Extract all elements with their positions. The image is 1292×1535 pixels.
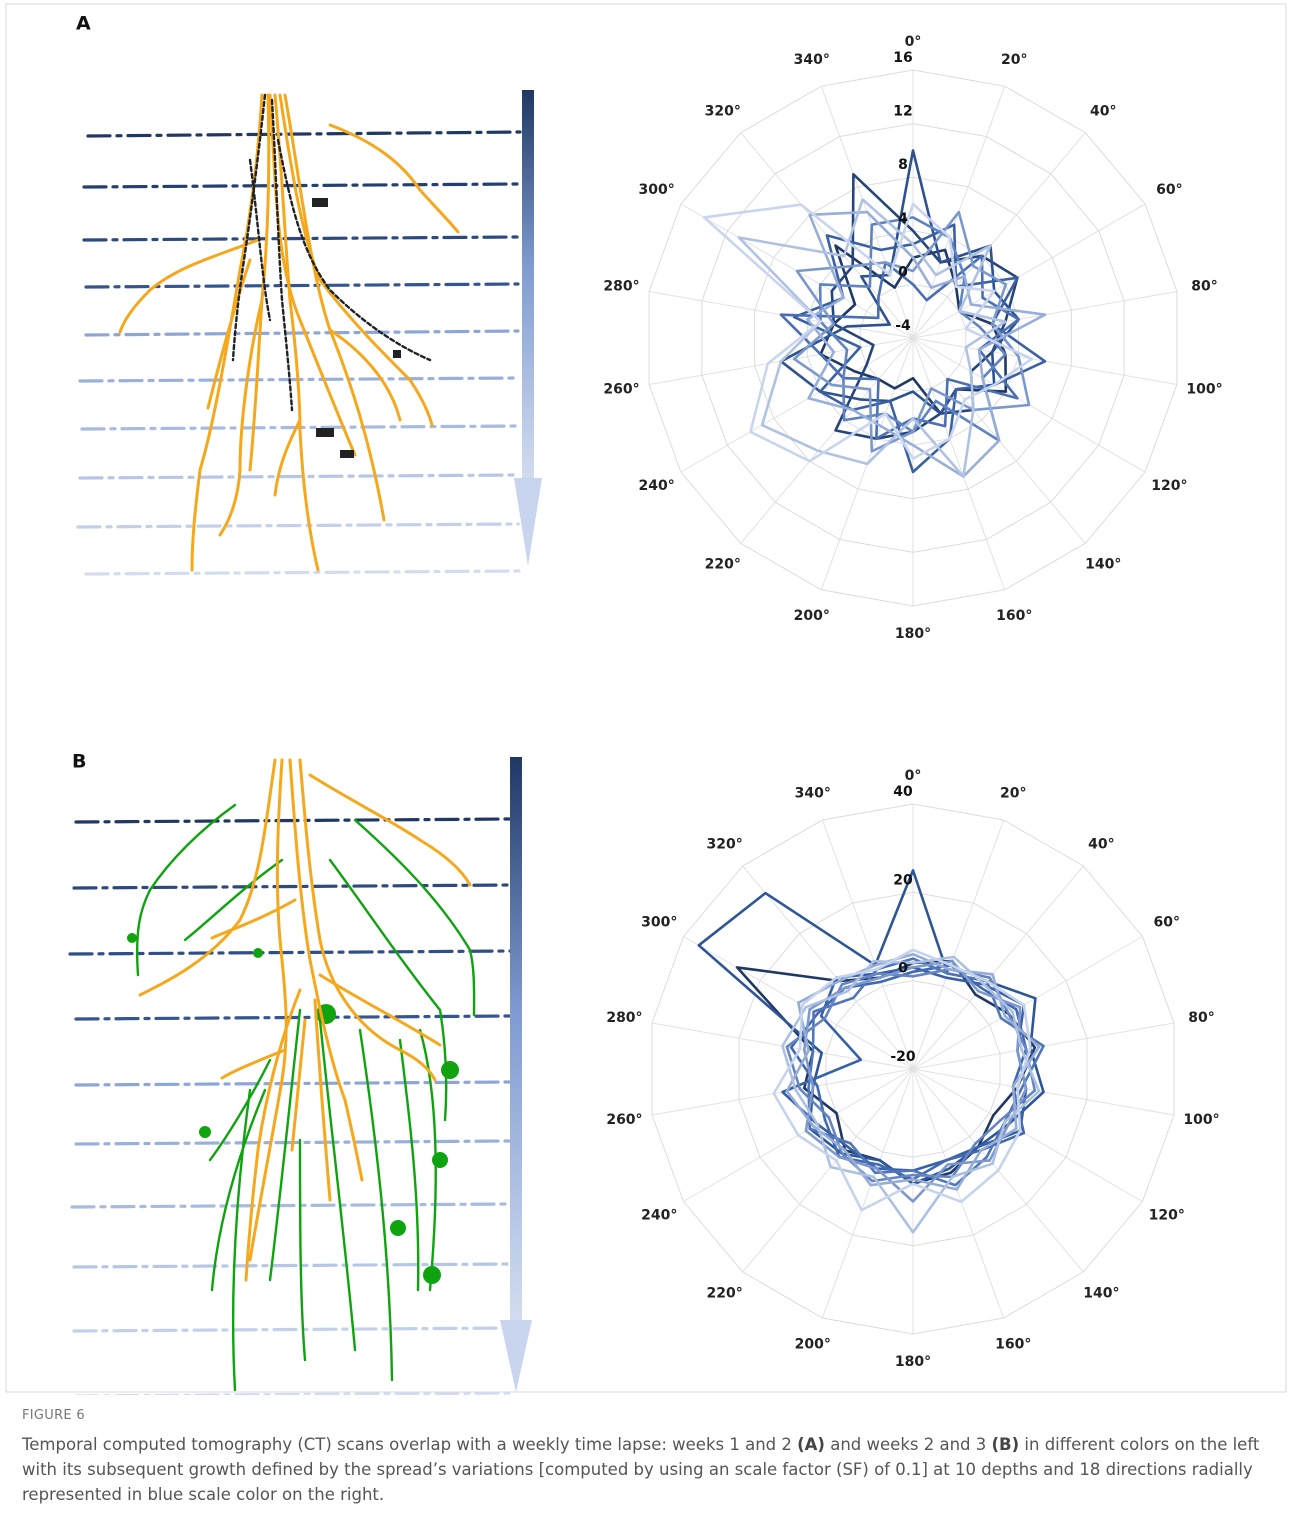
angle-label: 220° bbox=[705, 557, 741, 573]
spoke bbox=[912, 132, 1086, 339]
angle-label: 60° bbox=[1156, 182, 1182, 198]
spoke bbox=[821, 819, 914, 1070]
figure: A B bbox=[5, 3, 1287, 1395]
root-scan-a bbox=[76, 90, 542, 576]
spoke bbox=[742, 865, 914, 1070]
figure-frame bbox=[5, 3, 1287, 1393]
grid-ring bbox=[738, 891, 1088, 1247]
figure-number: FIGURE 6 bbox=[22, 1408, 85, 1423]
radar-charts: -404812160°20°40°60°80°100°120°140°160°1… bbox=[603, 34, 1222, 1370]
spoke bbox=[912, 819, 1005, 1070]
angle-label: 120° bbox=[1149, 1208, 1185, 1224]
angle-label: 140° bbox=[1085, 557, 1121, 573]
angle-label: 320° bbox=[707, 837, 743, 853]
angle-label: 120° bbox=[1151, 478, 1187, 494]
angle-label: 100° bbox=[1183, 1112, 1219, 1128]
root-scan-b bbox=[68, 757, 532, 1395]
angle-label: 200° bbox=[794, 608, 830, 624]
angle-label: 140° bbox=[1083, 1285, 1119, 1301]
radar-line bbox=[697, 869, 1045, 1186]
spoke bbox=[912, 865, 1084, 1070]
r-tick-label: -4 bbox=[895, 318, 911, 334]
angle-label: 80° bbox=[1191, 279, 1217, 295]
angle-label: 300° bbox=[641, 915, 677, 931]
spoke bbox=[821, 1068, 914, 1319]
spoke bbox=[912, 337, 1006, 591]
angle-label: 0° bbox=[905, 768, 922, 784]
r-tick-label: 0 bbox=[898, 264, 908, 280]
radar-line bbox=[785, 968, 1037, 1183]
grid-ring bbox=[754, 176, 1072, 500]
spoke bbox=[740, 337, 914, 544]
caption-ref: (A) bbox=[797, 1435, 825, 1454]
r-tick-label: 12 bbox=[893, 104, 912, 120]
angle-label: 160° bbox=[995, 1336, 1031, 1352]
radar-line bbox=[737, 198, 1007, 478]
caption-text: Temporal computed tomography (CT) scans … bbox=[22, 1435, 798, 1454]
spoke bbox=[912, 203, 1146, 339]
figure-caption: Temporal computed tomography (CT) scans … bbox=[22, 1432, 1272, 1507]
r-tick-label: 8 bbox=[898, 157, 908, 173]
angle-label: 340° bbox=[795, 786, 831, 802]
panel-label: B bbox=[72, 751, 86, 773]
spoke bbox=[912, 1068, 1143, 1202]
grid-ring bbox=[651, 803, 1175, 1335]
spoke bbox=[912, 936, 1143, 1070]
r-tick-label: 16 bbox=[893, 50, 912, 66]
angle-label: 280° bbox=[606, 1010, 642, 1026]
r-tick-label: 0 bbox=[898, 961, 908, 977]
angle-label: 160° bbox=[996, 608, 1032, 624]
angle-label: 320° bbox=[705, 103, 741, 119]
angle-label: 20° bbox=[1001, 52, 1027, 68]
angle-label: 80° bbox=[1188, 1010, 1214, 1026]
r-tick-label: 40 bbox=[893, 784, 913, 800]
spoke bbox=[912, 1068, 1005, 1319]
r-tick-label: -20 bbox=[890, 1049, 916, 1065]
r-tick-label: 20 bbox=[893, 872, 913, 888]
radar-line bbox=[702, 202, 1034, 463]
spoke bbox=[680, 337, 914, 473]
radar-line bbox=[772, 948, 1032, 1212]
angle-label: 60° bbox=[1154, 915, 1180, 931]
radar-line bbox=[806, 210, 1047, 478]
angle-label: 180° bbox=[895, 626, 931, 642]
grid-ring bbox=[825, 980, 1001, 1158]
angle-label: 240° bbox=[641, 1208, 677, 1224]
caption-ref: (B) bbox=[991, 1435, 1020, 1454]
caption-text: in different colors on the left with its… bbox=[22, 1435, 1260, 1504]
angle-label: 300° bbox=[639, 182, 675, 198]
angle-label: 220° bbox=[707, 1285, 743, 1301]
angle-label: 240° bbox=[639, 478, 675, 494]
angle-label: 0° bbox=[905, 34, 922, 50]
angle-label: 40° bbox=[1088, 837, 1114, 853]
radar-line bbox=[807, 957, 1045, 1187]
angle-label: 100° bbox=[1186, 381, 1222, 397]
angle-label: 20° bbox=[1000, 786, 1026, 802]
panel-label: A bbox=[76, 13, 91, 35]
r-tick-label: 4 bbox=[898, 211, 908, 227]
angle-label: 200° bbox=[795, 1336, 831, 1352]
angle-label: 280° bbox=[603, 279, 639, 295]
angle-label: 260° bbox=[603, 381, 639, 397]
caption-text: and weeks 2 and 3 bbox=[824, 1435, 992, 1454]
radar-line bbox=[785, 952, 1041, 1191]
radar-line bbox=[781, 955, 1041, 1234]
angle-label: 180° bbox=[895, 1354, 931, 1370]
grid-ring bbox=[648, 69, 1178, 607]
radar-line bbox=[792, 210, 1031, 453]
grid-ring bbox=[701, 123, 1125, 553]
angle-label: 40° bbox=[1090, 103, 1116, 119]
angle-label: 340° bbox=[794, 52, 830, 68]
spoke bbox=[742, 1068, 914, 1273]
radar-line bbox=[803, 959, 1028, 1203]
angle-label: 260° bbox=[606, 1112, 642, 1128]
